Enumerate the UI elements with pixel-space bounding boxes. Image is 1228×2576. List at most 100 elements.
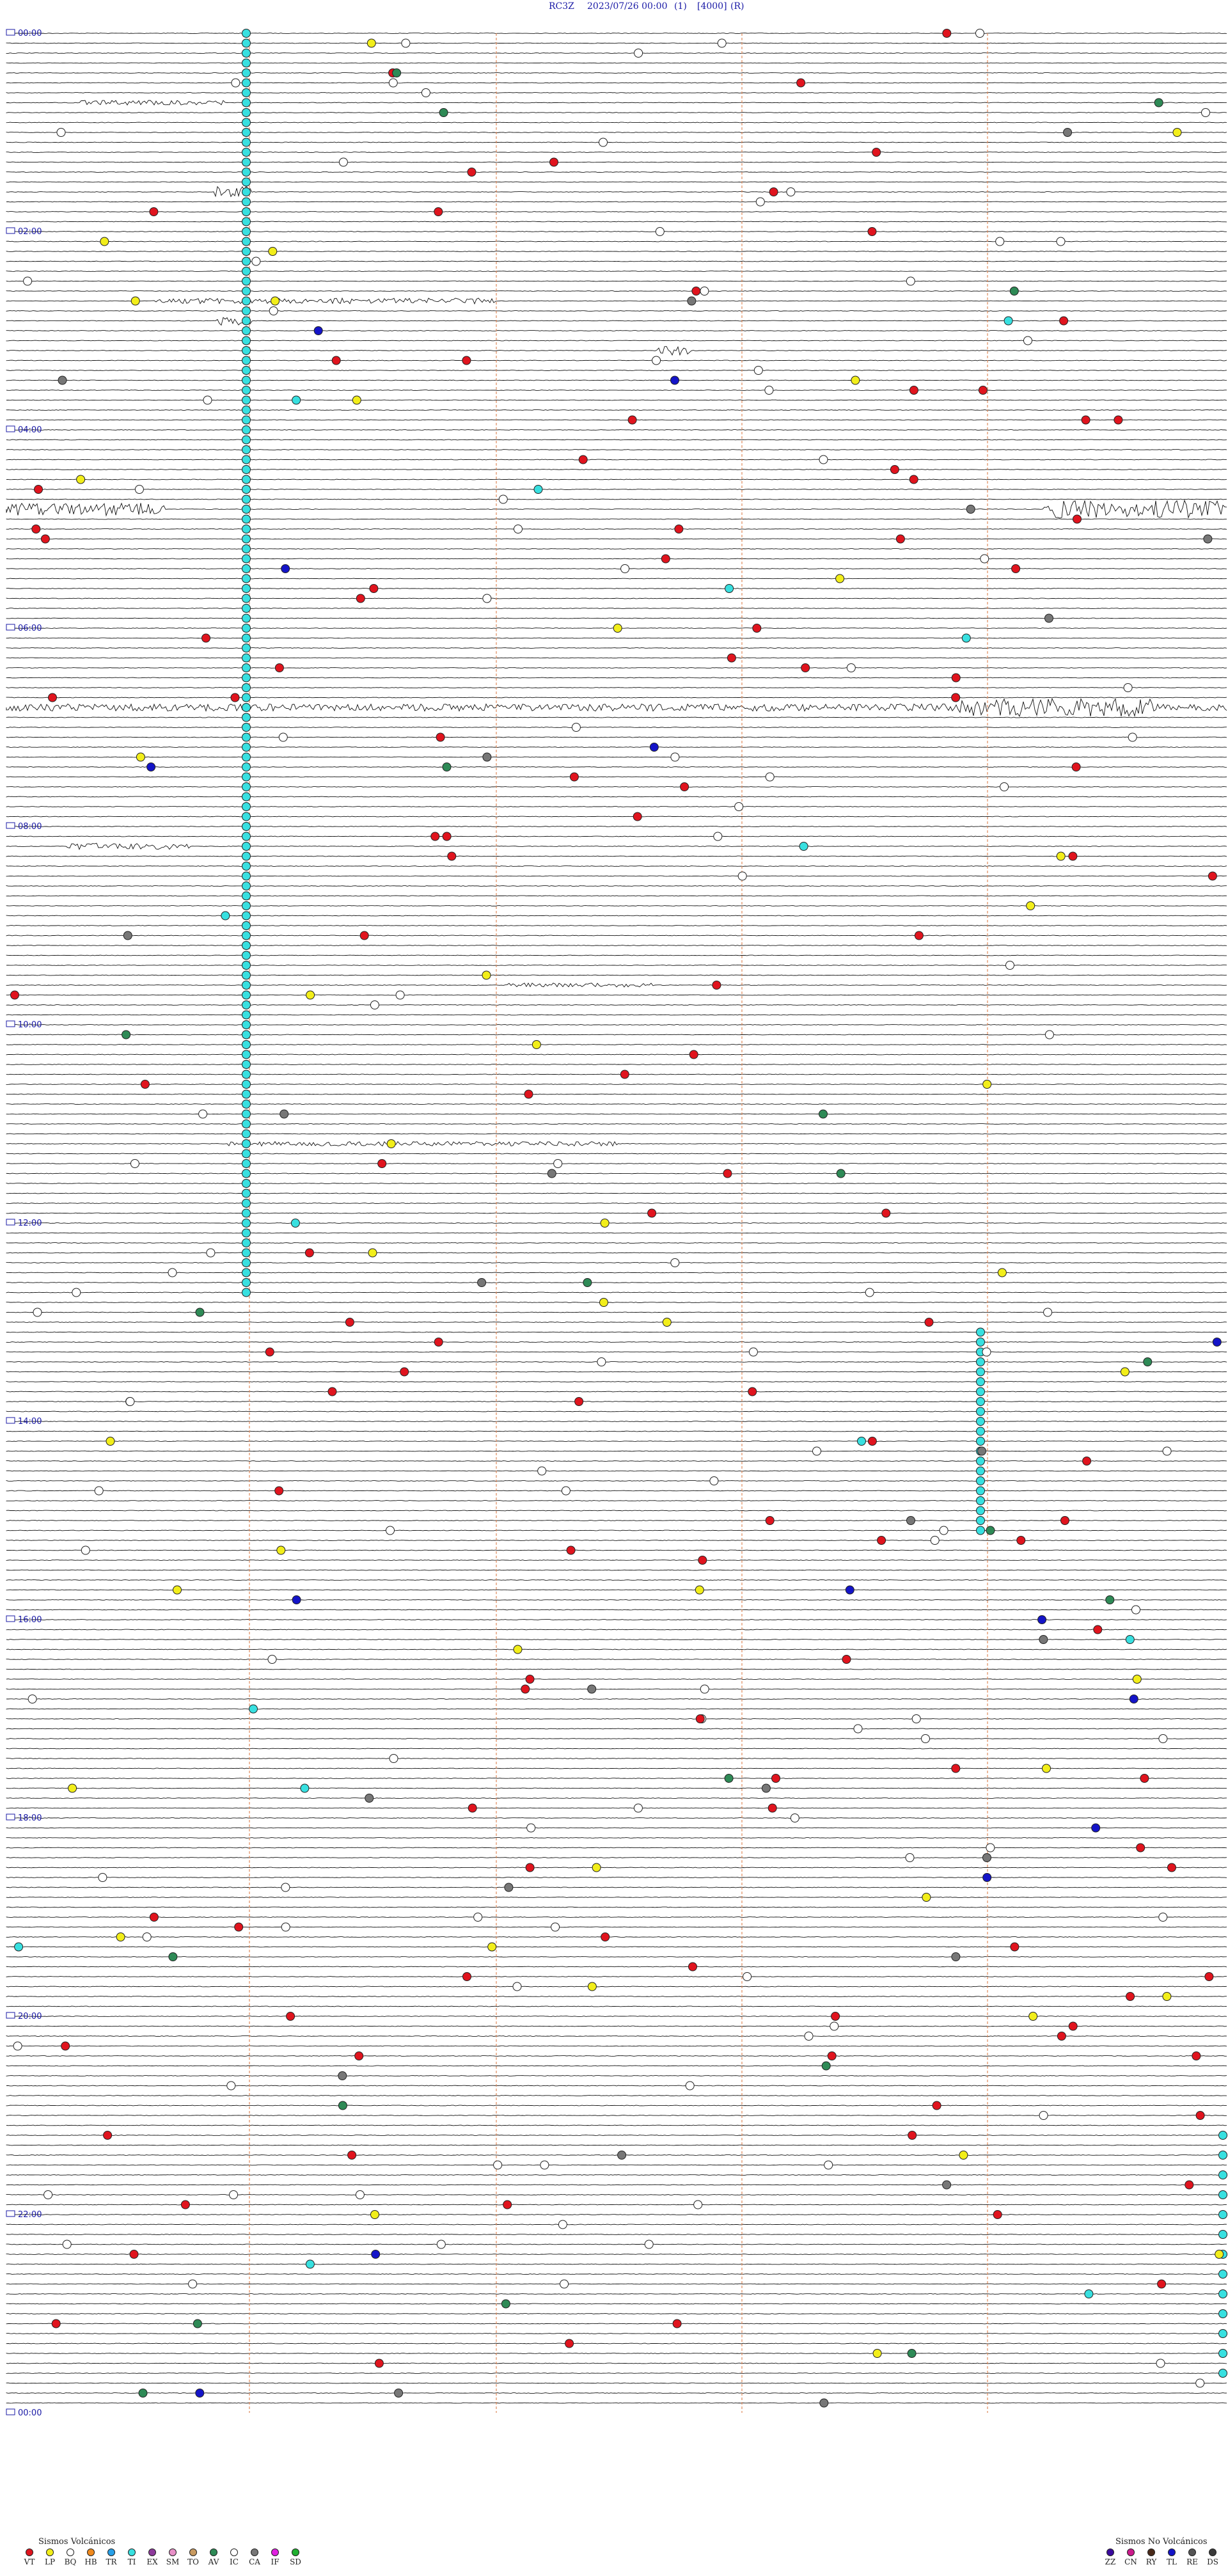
event-marker[interactable]: [680, 782, 689, 791]
event-marker[interactable]: [1218, 2170, 1227, 2179]
event-marker[interactable]: [790, 1813, 799, 1822]
event-marker[interactable]: [600, 1219, 610, 1228]
event-marker[interactable]: [812, 1446, 821, 1456]
event-marker[interactable]: [168, 1952, 178, 1961]
event-marker[interactable]: [242, 386, 251, 395]
event-marker[interactable]: [242, 356, 251, 365]
event-marker[interactable]: [33, 1308, 42, 1317]
event-marker[interactable]: [242, 316, 251, 326]
event-marker[interactable]: [765, 772, 775, 782]
event-marker[interactable]: [242, 743, 251, 752]
event-marker[interactable]: [242, 1020, 251, 1029]
event-marker[interactable]: [909, 386, 918, 395]
event-marker[interactable]: [599, 1298, 608, 1307]
event-marker[interactable]: [366, 38, 376, 48]
event-marker[interactable]: [976, 1417, 985, 1426]
event-marker[interactable]: [168, 1268, 177, 1277]
event-marker[interactable]: [942, 2180, 952, 2190]
event-marker[interactable]: [149, 207, 159, 216]
event-marker[interactable]: [487, 1942, 497, 1952]
event-marker[interactable]: [592, 1863, 601, 1872]
event-marker[interactable]: [1158, 1913, 1168, 1922]
event-marker[interactable]: [1028, 2012, 1038, 2021]
event-marker[interactable]: [345, 1318, 354, 1327]
event-marker[interactable]: [1131, 1605, 1140, 1615]
event-marker[interactable]: [76, 475, 86, 484]
event-marker[interactable]: [867, 227, 877, 236]
event-marker[interactable]: [242, 613, 251, 623]
event-marker[interactable]: [242, 98, 251, 107]
event-marker[interactable]: [748, 1347, 758, 1357]
event-marker[interactable]: [242, 287, 251, 296]
event-marker[interactable]: [1218, 2369, 1227, 2378]
event-marker[interactable]: [61, 2041, 70, 2051]
event-marker[interactable]: [1208, 871, 1217, 881]
event-marker[interactable]: [229, 2190, 239, 2199]
event-marker[interactable]: [242, 554, 251, 564]
event-marker[interactable]: [909, 475, 918, 484]
event-marker[interactable]: [674, 525, 684, 533]
event-marker[interactable]: [1126, 1992, 1135, 2001]
event-marker[interactable]: [982, 1853, 991, 1862]
event-marker[interactable]: [599, 138, 608, 147]
event-marker[interactable]: [62, 2240, 72, 2249]
event-marker[interactable]: [40, 534, 50, 544]
event-marker[interactable]: [98, 1873, 107, 1882]
event-marker[interactable]: [13, 2041, 22, 2051]
event-marker[interactable]: [386, 1526, 395, 1535]
event-marker[interactable]: [242, 227, 251, 236]
event-marker[interactable]: [386, 1139, 396, 1148]
event-marker[interactable]: [655, 227, 665, 236]
event-marker[interactable]: [242, 1288, 251, 1297]
event-marker[interactable]: [688, 1962, 697, 1972]
event-marker[interactable]: [242, 525, 251, 533]
event-marker[interactable]: [1218, 2270, 1227, 2279]
event-marker[interactable]: [116, 1932, 125, 1941]
event-marker[interactable]: [136, 752, 145, 762]
event-marker[interactable]: [400, 1367, 409, 1377]
event-marker[interactable]: [836, 1169, 846, 1178]
event-marker[interactable]: [442, 763, 452, 771]
event-marker[interactable]: [764, 386, 774, 395]
event-marker[interactable]: [43, 2190, 53, 2199]
event-marker[interactable]: [672, 2319, 682, 2328]
event-marker[interactable]: [242, 752, 251, 762]
event-marker[interactable]: [842, 1655, 851, 1664]
event-marker[interactable]: [242, 346, 251, 355]
event-marker[interactable]: [819, 1109, 828, 1119]
event-marker[interactable]: [670, 375, 679, 385]
event-marker[interactable]: [281, 564, 290, 573]
event-marker[interactable]: [1044, 613, 1053, 623]
event-marker[interactable]: [274, 663, 284, 672]
event-marker[interactable]: [1172, 128, 1182, 137]
event-marker[interactable]: [830, 2021, 839, 2031]
event-marker[interactable]: [442, 832, 452, 841]
event-marker[interactable]: [276, 1545, 286, 1555]
event-marker[interactable]: [388, 78, 398, 88]
event-marker[interactable]: [103, 2131, 113, 2140]
event-marker[interactable]: [914, 931, 924, 940]
event-marker[interactable]: [482, 594, 492, 603]
event-marker[interactable]: [242, 1129, 251, 1139]
event-marker[interactable]: [242, 108, 251, 117]
event-marker[interactable]: [242, 375, 251, 385]
event-marker[interactable]: [932, 2101, 941, 2110]
event-marker[interactable]: [786, 187, 796, 196]
event-marker[interactable]: [531, 1040, 541, 1049]
event-marker[interactable]: [976, 1526, 985, 1535]
event-marker[interactable]: [242, 1278, 251, 1287]
event-marker[interactable]: [689, 1050, 698, 1059]
event-marker[interactable]: [700, 287, 709, 296]
event-marker[interactable]: [939, 1526, 949, 1535]
event-marker[interactable]: [242, 584, 251, 593]
event-marker[interactable]: [1084, 2289, 1094, 2298]
event-marker[interactable]: [1167, 1863, 1176, 1872]
event-marker[interactable]: [1057, 2032, 1066, 2041]
event-marker[interactable]: [242, 1030, 251, 1039]
event-marker[interactable]: [313, 326, 323, 335]
event-marker[interactable]: [1158, 1734, 1168, 1743]
event-marker[interactable]: [565, 2339, 574, 2348]
event-marker[interactable]: [371, 2250, 381, 2259]
event-marker[interactable]: [558, 2220, 567, 2229]
event-marker[interactable]: [242, 435, 251, 445]
